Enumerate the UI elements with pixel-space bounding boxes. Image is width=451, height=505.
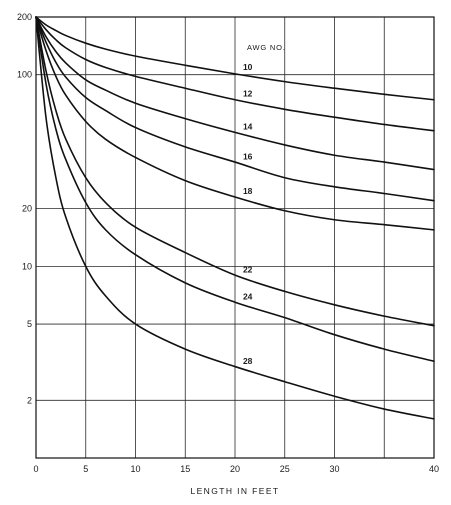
plot-frame	[35, 16, 435, 459]
y-tick-label: 5	[27, 319, 32, 329]
grid	[35, 16, 435, 458]
curve-labels: 10 12 14 16 18 22 24 28	[243, 62, 253, 366]
x-tick-label: 15	[180, 464, 190, 474]
curve-awg-22	[35, 16, 435, 327]
y-tick-label: 2	[27, 395, 32, 405]
x-tick-label: 40	[429, 464, 439, 474]
curve-awg-28	[35, 16, 435, 420]
legend-title: AWG NO.	[247, 43, 286, 52]
x-tick-labels: 0 5 10 15 20 25 30 40	[33, 464, 439, 474]
curve-awg-18	[35, 16, 435, 231]
x-tick-label: 20	[230, 464, 240, 474]
x-axis-title: LENGTH IN FEET	[190, 486, 279, 496]
curve-label-awg-18: 18	[243, 186, 253, 196]
curve-awg-14	[35, 16, 435, 171]
x-tick-label: 30	[329, 464, 339, 474]
curve-awg-12	[35, 16, 435, 132]
x-tick-label: 10	[130, 464, 140, 474]
curve-label-awg-22: 22	[243, 265, 253, 275]
x-tick-label: 5	[83, 464, 88, 474]
y-tick-labels: 200 100 20 10 5 2	[17, 12, 32, 405]
curve-awg-10	[35, 16, 435, 101]
curve-label-awg-12: 12	[243, 88, 253, 98]
curve-awg-24	[35, 16, 435, 362]
curve-label-awg-24: 24	[243, 292, 253, 302]
curve-label-awg-14: 14	[243, 121, 253, 131]
curve-label-awg-28: 28	[243, 356, 253, 366]
curve-awg-16	[35, 16, 435, 202]
curve-label-awg-10: 10	[243, 62, 253, 72]
x-tick-label: 0	[33, 464, 38, 474]
x-tick-label: 25	[280, 464, 290, 474]
y-tick-label: 10	[22, 261, 32, 271]
y-tick-label: 20	[22, 204, 32, 214]
y-tick-label: 200	[17, 12, 32, 22]
curves	[35, 16, 435, 420]
y-tick-label: 100	[17, 70, 32, 80]
curve-label-awg-16: 16	[243, 152, 253, 162]
